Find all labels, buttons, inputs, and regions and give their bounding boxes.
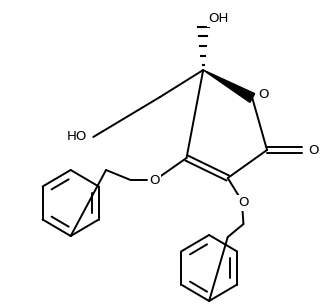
Text: O: O (308, 143, 319, 157)
Text: O: O (258, 88, 269, 102)
Text: HO: HO (67, 130, 87, 143)
Polygon shape (203, 70, 255, 102)
Text: O: O (238, 196, 249, 209)
Text: OH: OH (208, 12, 228, 26)
Text: O: O (149, 174, 159, 188)
